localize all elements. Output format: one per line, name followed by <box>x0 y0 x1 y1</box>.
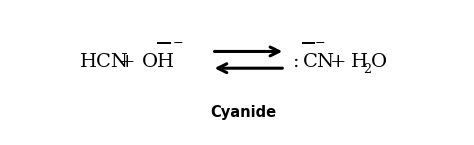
Text: +: + <box>119 53 136 71</box>
Text: HCN: HCN <box>80 53 128 71</box>
Text: −: − <box>315 37 325 50</box>
Text: :: : <box>292 53 299 71</box>
Text: +: + <box>329 53 346 71</box>
Text: N: N <box>316 53 333 71</box>
Text: O: O <box>370 53 386 71</box>
Text: Cyanide: Cyanide <box>210 105 276 120</box>
Text: H: H <box>156 53 173 71</box>
Text: O: O <box>142 53 158 71</box>
Text: C: C <box>302 53 317 71</box>
Text: 2: 2 <box>364 63 372 76</box>
Text: H: H <box>351 53 368 71</box>
Text: −: − <box>173 37 183 50</box>
